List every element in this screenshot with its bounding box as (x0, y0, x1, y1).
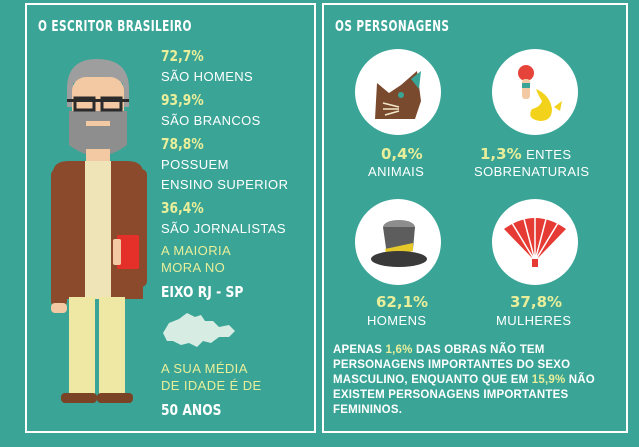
stat-education-label-line1: POSSUEM (161, 157, 229, 172)
women-value: 37,8% (510, 293, 563, 311)
note-highlight-2: 15,9% (531, 374, 566, 386)
region-highlight: EIXO RJ - SP (161, 283, 244, 301)
supernatural-circle (492, 49, 578, 135)
stat-men-label: SÃO HOMENS (161, 69, 254, 84)
supernatural-label-first: ENTES (526, 147, 572, 162)
region-line1: A MAIORIA (161, 243, 232, 258)
top-hat-icon (371, 220, 427, 267)
age-line2: DE IDADE É DE (161, 378, 262, 393)
note-text-2: DAS OBRAS NÃO TEM PERSONAGENS IMPORTANTE… (333, 344, 571, 386)
region-line2: MORA NO (161, 260, 226, 275)
men-circle (355, 199, 441, 285)
characters-panel-title: OS PERSONAGENS (335, 17, 450, 35)
stat-journalists-label: SÃO JORNALISTAS (161, 221, 286, 236)
age-line1: A SUA MÉDIA (161, 361, 248, 376)
stat-men-value: 72,7% (161, 47, 204, 65)
stat-white-value: 93,9% (161, 91, 204, 109)
rj-sp-map-icon (163, 313, 235, 347)
mermaid-icon (518, 65, 562, 121)
writer-panel-title: O ESCRITOR BRASILEIRO (38, 17, 192, 35)
supernatural-label-second: SOBRENATURAIS (474, 164, 590, 179)
note-text-1: APENAS (333, 344, 386, 356)
animal-circle (355, 49, 441, 135)
animal-value: 0,4% (381, 145, 423, 163)
women-label: MULHERES (496, 313, 572, 328)
stat-education-value: 78,8% (161, 135, 204, 153)
stat-education-label-line2: ENSINO SUPERIOR (161, 177, 289, 192)
stat-journalists-value: 36,4% (161, 199, 204, 217)
hand-fan-icon (504, 217, 566, 267)
men-value: 62,1% (376, 293, 429, 311)
note-text-3: NÃO EXISTEM PERSONAGENS IMPORTANTES FEMI… (333, 374, 595, 416)
writer-illustration (51, 59, 147, 403)
characters-panel: OS PERSONAGENS 0,4% ANIMAIS 1,3% ENTES S… (322, 3, 628, 433)
men-label: HOMENS (367, 313, 427, 328)
supernatural-value-row: 1,3% ENTES (480, 145, 571, 164)
writer-panel: O ESCRITOR BRASILEIRO 72,7% SÃO (25, 3, 316, 433)
women-circle (492, 199, 578, 285)
characters-note: APENAS 1,6% DAS OBRAS NÃO TEM PERSONAGEN… (333, 343, 623, 418)
cat-icon (375, 71, 421, 119)
note-highlight-1: 1,6% (385, 344, 413, 356)
supernatural-value: 1,3% (480, 145, 522, 163)
animal-label: ANIMAIS (368, 164, 425, 179)
stat-white-label: SÃO BRANCOS (161, 113, 261, 128)
age-highlight: 50 ANOS (161, 401, 222, 419)
